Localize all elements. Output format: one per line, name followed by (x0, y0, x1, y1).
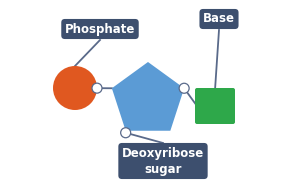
Text: Deoxyribose
sugar: Deoxyribose sugar (122, 146, 204, 176)
Circle shape (121, 128, 131, 138)
Circle shape (92, 83, 102, 93)
Text: Phosphate: Phosphate (65, 22, 135, 36)
FancyBboxPatch shape (195, 88, 235, 124)
Polygon shape (112, 62, 184, 131)
Circle shape (53, 66, 97, 110)
Text: Base: Base (203, 13, 235, 26)
Circle shape (179, 83, 189, 93)
